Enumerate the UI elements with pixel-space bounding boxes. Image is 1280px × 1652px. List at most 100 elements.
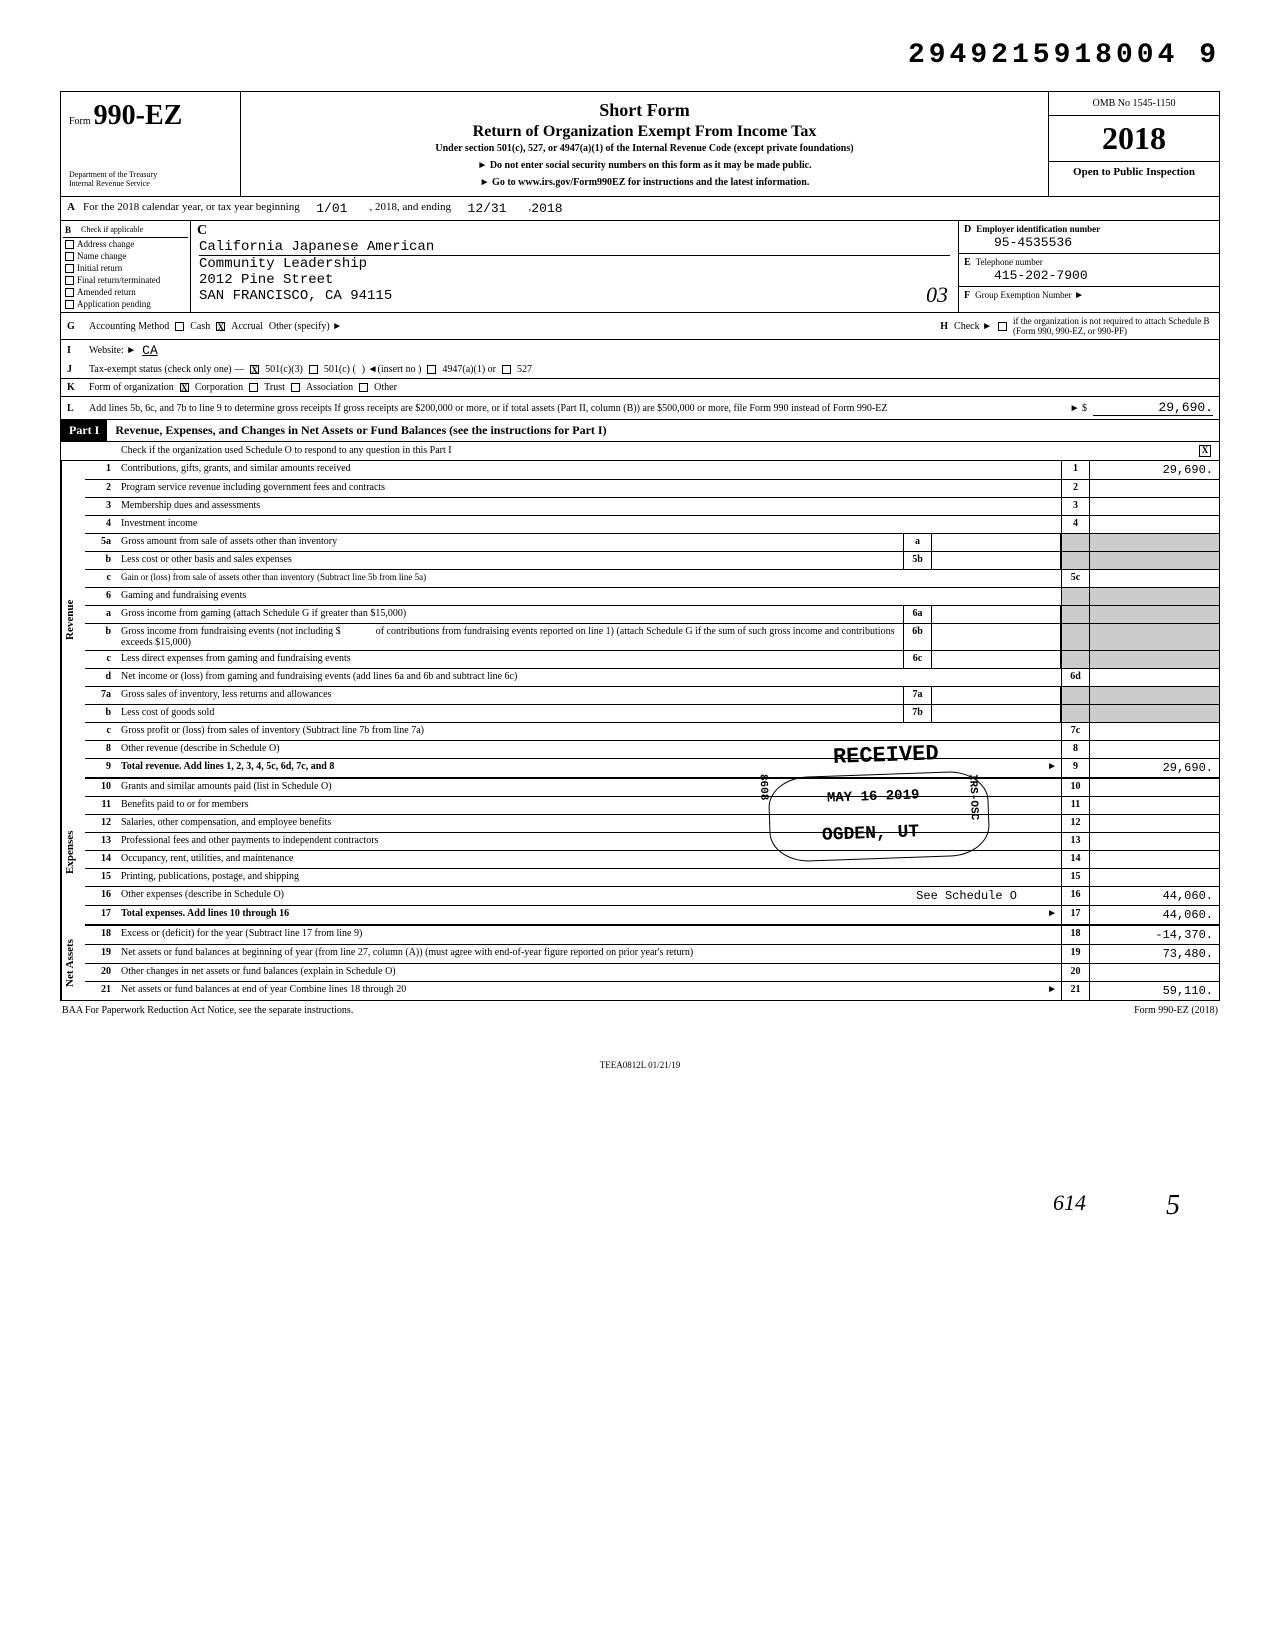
part1-sub: Check if the organization used Schedule … xyxy=(60,442,1220,461)
line-b-label: Check if applicable xyxy=(81,225,143,235)
form-note1: ► Do not enter social security numbers o… xyxy=(253,160,1036,171)
line-k-label: Form of organization xyxy=(89,382,174,393)
line-a-text: For the 2018 calendar year, or tax year … xyxy=(83,201,300,216)
line-21-amt: 59,110. xyxy=(1089,982,1219,1000)
line-11-desc: Benefits paid to or for members xyxy=(117,797,1061,814)
cb-other[interactable] xyxy=(359,383,368,392)
part1-sub-text: Check if the organization used Schedule … xyxy=(121,445,452,457)
cb-amended[interactable]: Amended return xyxy=(63,286,188,298)
cb-name-change[interactable]: Name change xyxy=(63,250,188,262)
cb-schedule-b[interactable] xyxy=(998,322,1007,331)
cb-4947[interactable] xyxy=(427,365,436,374)
line-10-amt xyxy=(1089,779,1219,796)
line-g-label: Accounting Method xyxy=(89,321,169,332)
line-h-text2: if the organization is not required to a… xyxy=(1013,316,1213,336)
line-7c-amt xyxy=(1089,723,1219,740)
cb-cash[interactable] xyxy=(175,322,184,331)
line-6d-amt xyxy=(1089,669,1219,686)
line-1-amt: 29,690. xyxy=(1089,461,1219,479)
line-14-desc: Occupancy, rent, utilities, and maintena… xyxy=(117,851,1061,868)
cb-corporation[interactable] xyxy=(180,383,189,392)
line-i-letter: I xyxy=(67,345,83,356)
line-19-amt: 73,480. xyxy=(1089,945,1219,963)
form-subtitle: Return of Organization Exempt From Incom… xyxy=(253,123,1036,141)
expenses-section: Expenses 10Grants and similar amounts pa… xyxy=(60,779,1220,926)
line-13-amt xyxy=(1089,833,1219,850)
cb-501c3[interactable] xyxy=(250,365,259,374)
cb-initial-return[interactable]: Initial return xyxy=(63,262,188,274)
line-l-value: 29,690. xyxy=(1093,400,1213,416)
line-i: I Website: ► CA xyxy=(60,340,1220,361)
line-4-desc: Investment income xyxy=(117,516,1061,533)
line-8-amt xyxy=(1089,741,1219,758)
line-6c-desc: Less direct expenses from gaming and fun… xyxy=(117,651,903,668)
form-prefix: Form xyxy=(69,116,91,127)
cb-501c[interactable] xyxy=(309,365,318,374)
line-h-text: Check ► xyxy=(954,321,992,332)
cb-schedule-o[interactable] xyxy=(1199,445,1211,457)
org-name-2: Community Leadership xyxy=(199,255,950,272)
line-l-arrow: ► $ xyxy=(1070,403,1087,414)
line-f-arrow: ► xyxy=(1074,290,1084,301)
line-a-begin: 1/01 xyxy=(316,201,347,216)
line-6-desc: Gaming and fundraising events xyxy=(117,588,1061,605)
ein-value: 95-4535536 xyxy=(994,235,1072,250)
see-schedule-o: See Schedule O xyxy=(916,889,1017,903)
line-10-desc: Grants and similar amounts paid (list in… xyxy=(117,779,1061,796)
entity-block: B Check if applicable Address change Nam… xyxy=(60,221,1220,313)
line-e-label: Telephone number xyxy=(976,257,1043,267)
document-number: 2949215918004 9 xyxy=(60,40,1220,71)
line-18-desc: Excess or (deficit) for the year (Subtra… xyxy=(117,926,1061,944)
line-j: J Tax-exempt status (check only one) — 5… xyxy=(60,361,1220,379)
line-20-amt xyxy=(1089,964,1219,981)
revenue-section: Revenue 1Contributions, gifts, grants, a… xyxy=(60,461,1220,779)
line-20-desc: Other changes in net assets or fund bala… xyxy=(117,964,1061,981)
footer-mid: TEEA0812L 01/21/19 xyxy=(60,1060,1220,1070)
line-16-amt: 44,060. xyxy=(1089,887,1219,905)
form-under: Under section 501(c), 527, or 4947(a)(1)… xyxy=(253,143,1036,154)
line-h-letter: H xyxy=(940,321,948,332)
hand-5: 5 xyxy=(1166,1190,1180,1222)
cb-address-change[interactable]: Address change xyxy=(63,238,188,250)
line-14-amt xyxy=(1089,851,1219,868)
right-block: D Employer identification number 95-4535… xyxy=(959,221,1219,312)
line-7a-desc: Gross sales of inventory, less returns a… xyxy=(117,687,903,704)
line-5a-desc: Gross amount from sale of assets other t… xyxy=(117,534,903,551)
line-2-amt xyxy=(1089,480,1219,497)
line-15-amt xyxy=(1089,869,1219,886)
footer-left: BAA For Paperwork Reduction Act Notice, … xyxy=(62,1005,353,1016)
net-assets-label: Net Assets xyxy=(61,926,85,1000)
org-addr1: 2012 Pine Street xyxy=(199,272,950,288)
cb-trust[interactable] xyxy=(249,383,258,392)
dept-label: Department of the Treasury Internal Reve… xyxy=(69,170,232,188)
net-assets-section: Net Assets 18Excess or (deficit) for the… xyxy=(60,926,1220,1001)
line-a-end: 12/31 xyxy=(468,201,507,216)
line-g-letter: G xyxy=(67,321,83,332)
line-f-letter: F xyxy=(964,290,970,301)
line-b: B Check if applicable Address change Nam… xyxy=(61,221,191,312)
cb-527[interactable] xyxy=(502,365,511,374)
line-g-other: Other (specify) ► xyxy=(269,321,342,332)
cb-final-return[interactable]: Final return/terminated xyxy=(63,274,188,286)
line-c: C California Japanese American Community… xyxy=(191,221,959,312)
line-4-amt xyxy=(1089,516,1219,533)
line-a-mid: , 2018, and ending xyxy=(369,201,451,216)
line-a-letter: A xyxy=(67,201,83,216)
line-l-text: Add lines 5b, 6c, and 7b to line 9 to de… xyxy=(89,403,1064,414)
line-7b-desc: Less cost of goods sold xyxy=(117,705,903,722)
line-12-desc: Salaries, other compensation, and employ… xyxy=(117,815,1061,832)
org-name-1: California Japanese American xyxy=(199,239,950,255)
form-title: Short Form xyxy=(253,100,1036,121)
line-9-desc: Total revenue. Add lines 1, 2, 3, 4, 5c,… xyxy=(117,759,1043,777)
line-l-letter: L xyxy=(67,403,83,414)
cb-app-pending[interactable]: Application pending xyxy=(63,298,188,310)
line-5c-amt xyxy=(1089,570,1219,587)
cb-association[interactable] xyxy=(291,383,300,392)
line-3-desc: Membership dues and assessments xyxy=(117,498,1061,515)
line-17-amt: 44,060. xyxy=(1089,906,1219,924)
website-value: CA xyxy=(142,343,158,358)
line-l: L Add lines 5b, 6c, and 7b to line 9 to … xyxy=(60,397,1220,420)
cb-accrual[interactable] xyxy=(216,322,225,331)
part1-header: Part I Revenue, Expenses, and Changes in… xyxy=(60,420,1220,442)
open-public: Open to Public Inspection xyxy=(1049,162,1219,182)
